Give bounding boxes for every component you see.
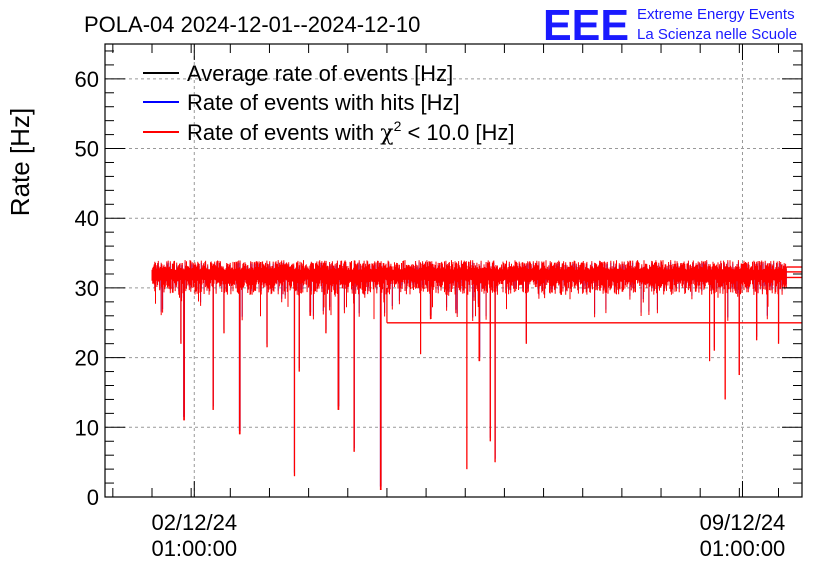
tick-labels: 010203040506002/12/2401:00:0009/12/2401:… bbox=[75, 67, 786, 561]
axes bbox=[105, 44, 802, 498]
y-tick-label-50: 50 bbox=[75, 137, 99, 162]
x-tick-label-date-0: 02/12/24 bbox=[151, 510, 237, 535]
legend-label-average: Average rate of events [Hz] bbox=[187, 61, 453, 86]
legend-label-hits: Rate of events with hits [Hz] bbox=[187, 90, 460, 115]
y-tick-label-20: 20 bbox=[75, 346, 99, 371]
legend-chi2-symbol: χ bbox=[380, 121, 393, 146]
y-tick-label-30: 30 bbox=[75, 276, 99, 301]
eee-logo: EEE bbox=[543, 1, 629, 50]
org-line-2: La Scienza nelle Scuole bbox=[637, 26, 797, 43]
legend-chi2-sup: 2 bbox=[394, 118, 402, 134]
legend: Average rate of events [Hz] Rate of even… bbox=[143, 61, 514, 146]
series-chi2-line bbox=[151, 260, 787, 490]
y-tick-label-40: 40 bbox=[75, 206, 99, 231]
y-tick-label-60: 60 bbox=[75, 67, 99, 92]
chart-title: POLA-04 2024-12-01--2024-12-10 bbox=[84, 12, 420, 37]
legend-chi2-prefix: Rate of events with bbox=[187, 120, 380, 145]
y-axis-label: Rate [Hz] bbox=[5, 108, 35, 216]
org-line-1: Extreme Energy Events bbox=[637, 6, 795, 23]
x-tick-label-time-0: 01:00:00 bbox=[151, 536, 237, 561]
legend-label-chi2: Rate of events with χ2 < 10.0 [Hz] bbox=[187, 118, 514, 146]
legend-chi2-suffix: < 10.0 [Hz] bbox=[401, 120, 514, 145]
series-hits-line bbox=[151, 262, 787, 487]
plot-frame bbox=[104, 43, 803, 498]
grid-lines bbox=[105, 44, 802, 497]
x-tick-label-time-1: 01:00:00 bbox=[700, 536, 786, 561]
series-layer bbox=[151, 260, 802, 491]
y-tick-label-10: 10 bbox=[75, 415, 99, 440]
y-tick-label-0: 0 bbox=[87, 485, 99, 510]
x-tick-label-date-1: 09/12/24 bbox=[700, 510, 786, 535]
